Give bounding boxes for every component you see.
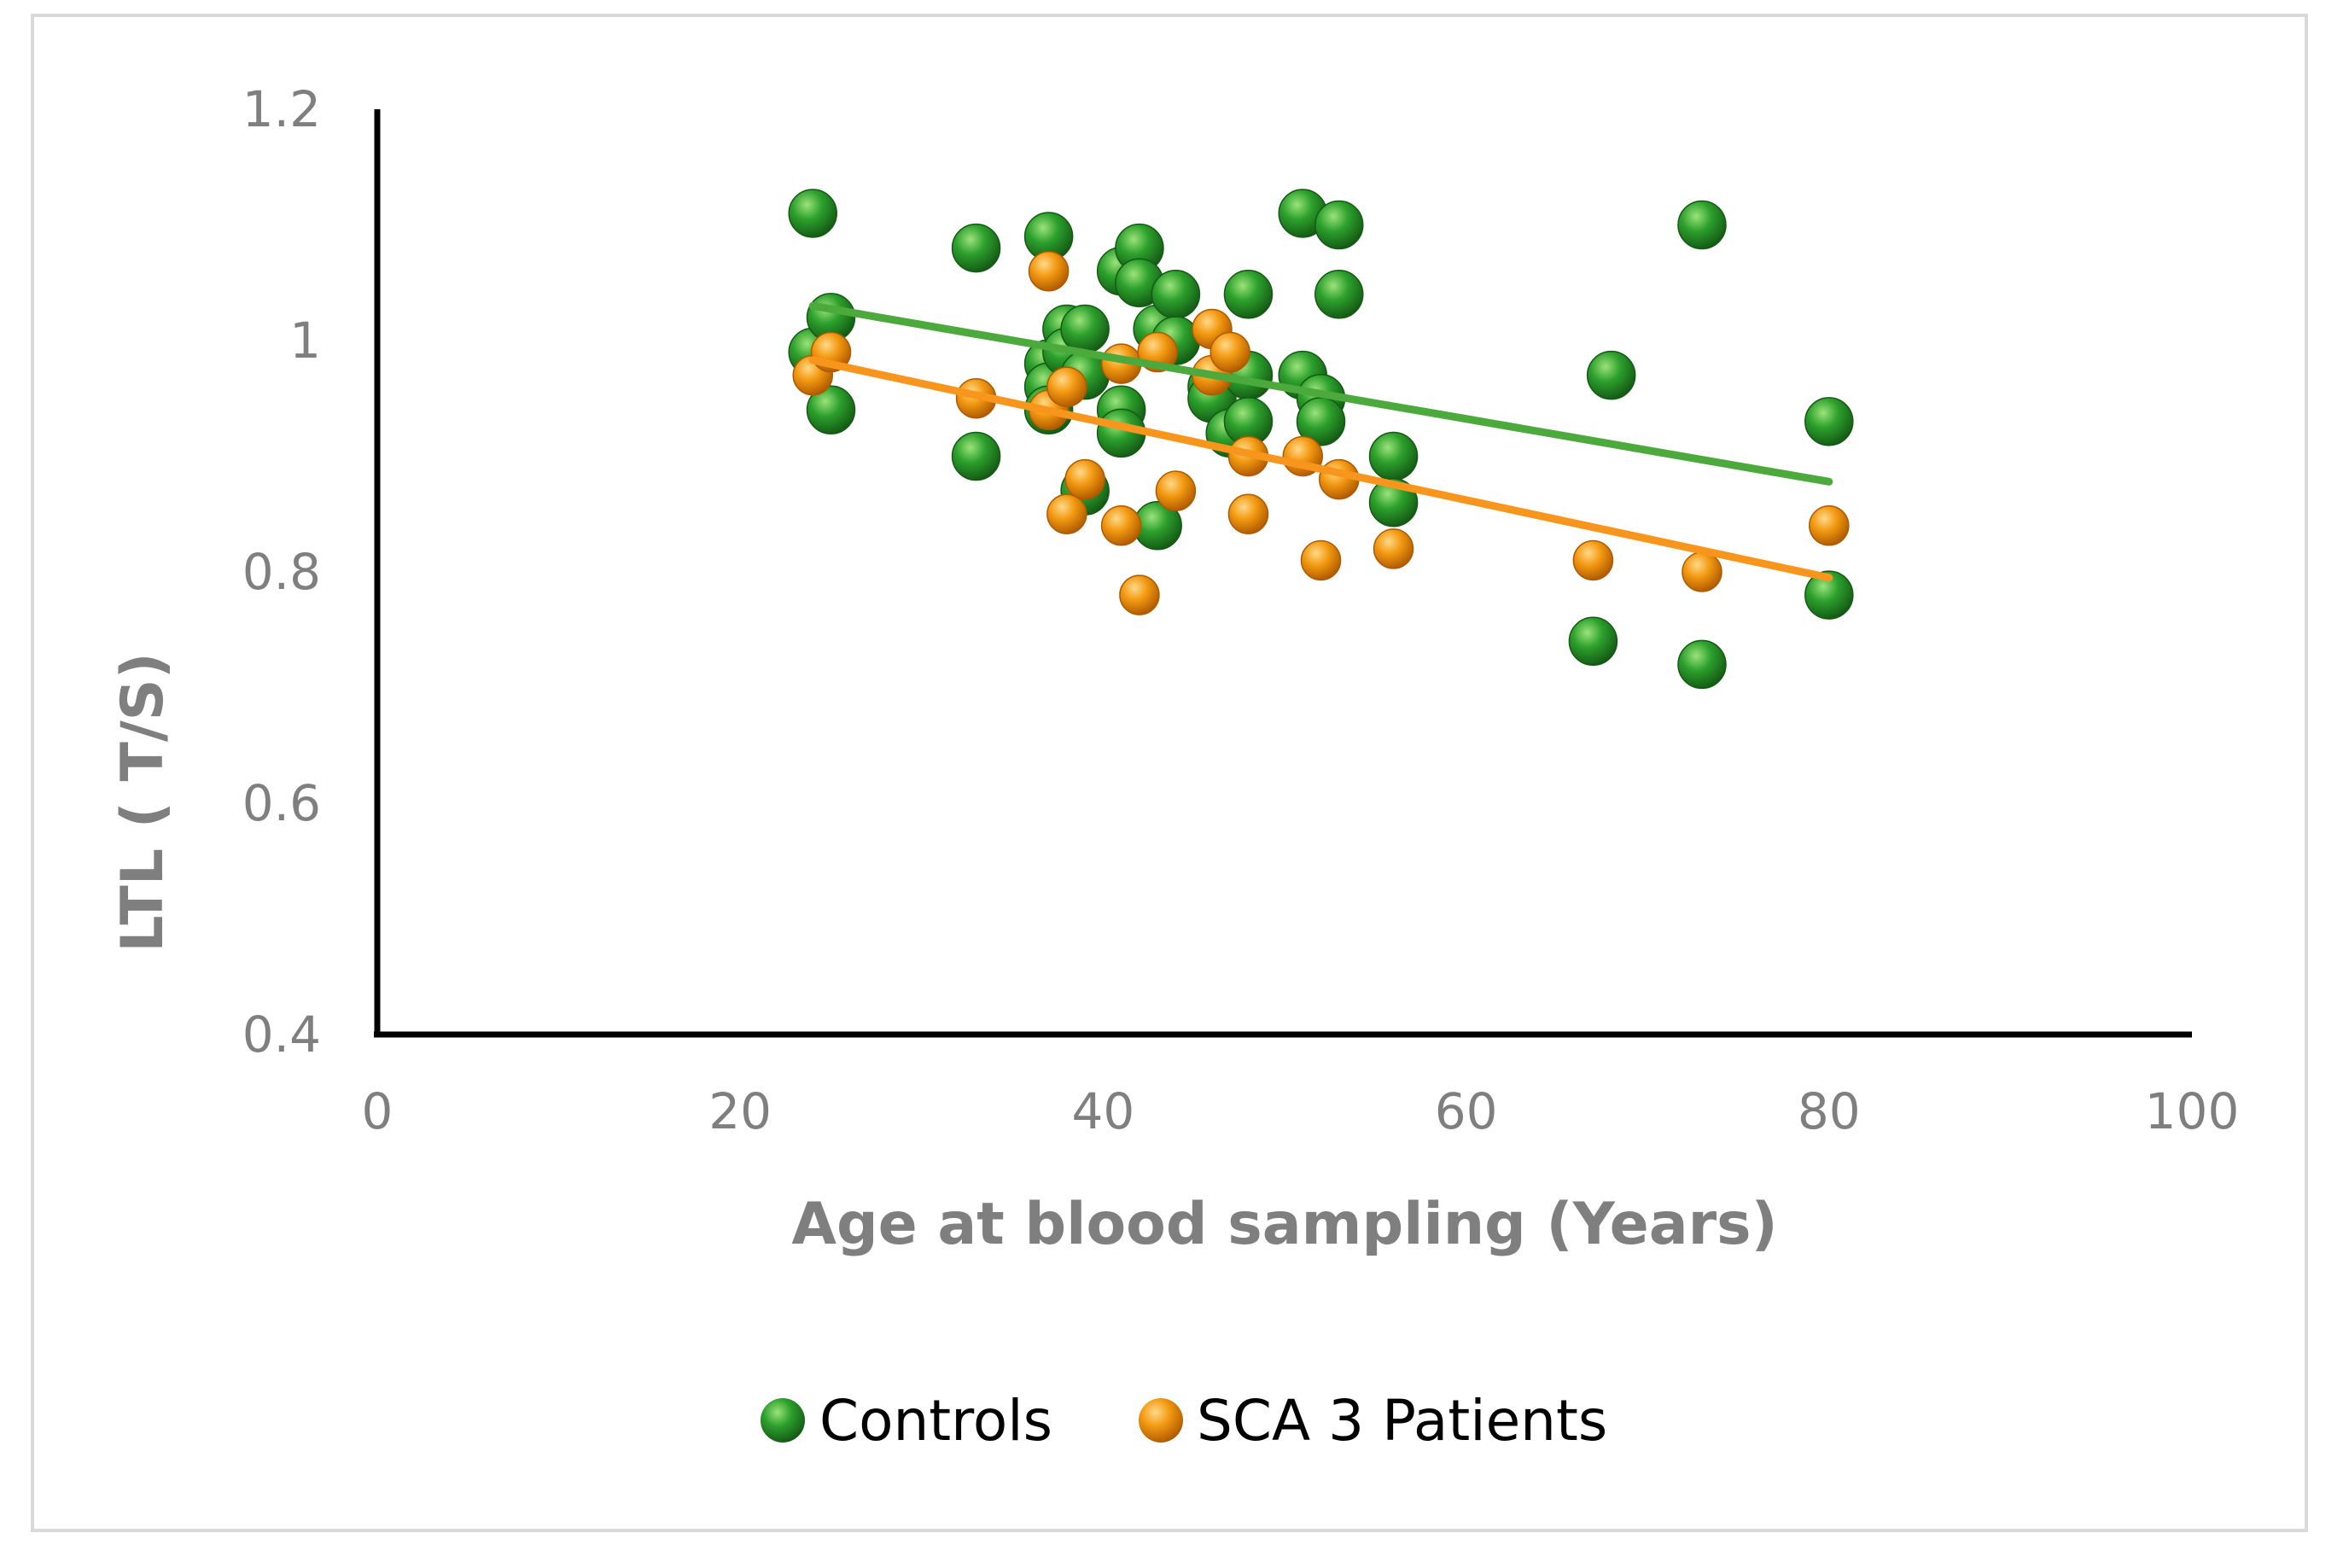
x-tick-label: 20 [708, 1082, 772, 1140]
data-point-controls [1368, 431, 1419, 481]
data-point-sca3 [1227, 493, 1269, 534]
trendlines [808, 301, 1833, 582]
legend-marker-sca3 [1139, 1398, 1183, 1443]
data-point-sca3 [1064, 458, 1105, 500]
legend: Controls SCA 3 Patients [761, 1388, 1607, 1454]
data-point-sca3 [1046, 366, 1087, 407]
data-point-controls [806, 385, 856, 435]
x-axis-title: Age at blood sampling (Years) [791, 1191, 1777, 1258]
data-points [788, 189, 1854, 690]
legend-label-controls: Controls [819, 1388, 1052, 1454]
y-tick-label: 0.8 [242, 543, 321, 601]
data-point-controls [1677, 639, 1727, 690]
legend-marker-controls [761, 1398, 805, 1443]
x-tick-label: 0 [362, 1082, 393, 1140]
data-point-sca3 [1046, 493, 1087, 534]
data-point-controls [951, 431, 1001, 481]
y-tick-labels: 0.4 0.6 0.8 1 1.2 [242, 80, 321, 1064]
legend-item-sca3: SCA 3 Patients [1139, 1388, 1607, 1454]
trendline-controls [808, 301, 1833, 486]
y-tick-label: 0.6 [242, 774, 321, 832]
data-point-controls [1804, 397, 1854, 446]
data-point-sca3 [1809, 505, 1850, 546]
data-point-sca3 [1028, 250, 1070, 292]
data-point-sca3 [1100, 505, 1142, 546]
x-tick-label: 40 [1071, 1082, 1134, 1140]
data-point-sca3 [1300, 539, 1342, 581]
y-tick-label: 0.4 [242, 1006, 321, 1064]
data-point-controls [951, 223, 1001, 273]
data-point-controls [788, 189, 837, 238]
y-axis-title: LTL ( T/S) [109, 652, 177, 953]
legend-label-sca3: SCA 3 Patients [1197, 1388, 1607, 1454]
data-point-sca3 [1373, 528, 1414, 569]
y-tick-label: 1.2 [242, 80, 321, 138]
legend-item-controls: Controls [761, 1388, 1052, 1454]
data-point-controls [1151, 270, 1201, 319]
data-point-controls [1314, 200, 1364, 250]
data-point-controls [1586, 350, 1636, 400]
y-tick-label: 1 [289, 312, 321, 370]
data-point-sca3 [1119, 574, 1160, 615]
data-point-controls [1804, 570, 1854, 620]
chart-frame [31, 14, 2308, 1532]
data-point-sca3 [1155, 470, 1197, 511]
data-point-sca3 [1682, 551, 1722, 592]
x-tick-label: 80 [1798, 1082, 1861, 1140]
data-point-controls [1060, 304, 1110, 354]
data-point-sca3 [1572, 539, 1614, 581]
data-point-sca3 [1209, 331, 1250, 373]
x-tick-labels: 0 20 40 60 80 100 [362, 1082, 2240, 1140]
trendline-sca3 [808, 356, 1833, 582]
data-point-controls [1677, 200, 1727, 250]
data-point-controls [1314, 270, 1364, 319]
data-point-controls [1223, 270, 1274, 319]
x-tick-label: 60 [1435, 1082, 1498, 1140]
x-tick-label: 100 [2145, 1082, 2240, 1140]
data-point-controls [1568, 616, 1618, 667]
